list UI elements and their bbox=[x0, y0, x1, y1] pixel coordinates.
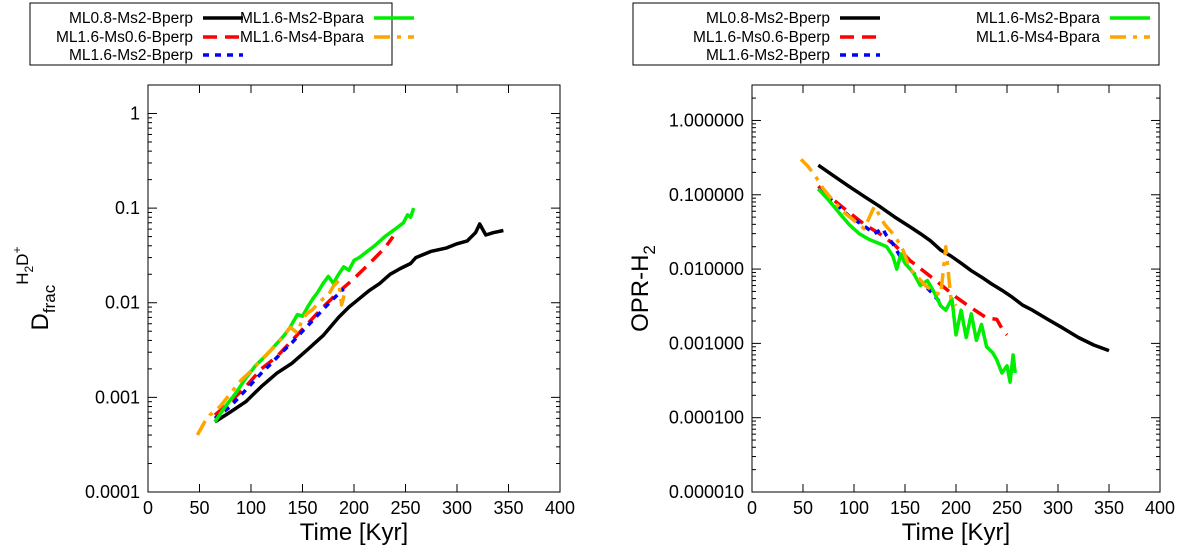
y-tick-label: 0.000100 bbox=[669, 408, 744, 428]
y-tick-label: 0.001 bbox=[95, 387, 140, 407]
legend-label: ML1.6-Ms2-Bperp bbox=[69, 47, 193, 64]
y-label-sup-sub: 2 bbox=[22, 266, 36, 273]
series-line-2 bbox=[213, 235, 395, 417]
legend: ML0.8-Ms2-BperpML1.6-Ms0.6-BperpML1.6-Ms… bbox=[632, 2, 1160, 66]
y-tick-label: 0.010000 bbox=[669, 259, 744, 279]
legend-label: ML0.8-Ms2-Bperp bbox=[706, 10, 830, 27]
x-tick-label: 250 bbox=[390, 498, 420, 518]
y-label-sup-sup: + bbox=[10, 247, 24, 254]
legend-label: ML1.6-Ms4-Bpara bbox=[976, 29, 1100, 46]
y-label-sub: 2 bbox=[640, 245, 659, 254]
series-line-1 bbox=[817, 163, 1110, 353]
plot-frame bbox=[147, 84, 561, 493]
legend-label: ML1.6-Ms2-Bpara bbox=[976, 10, 1100, 27]
y-label-main: OPR-H bbox=[627, 255, 654, 332]
y-tick-label: 1.000000 bbox=[669, 110, 744, 130]
y-tick-label: 1 bbox=[130, 103, 140, 123]
x-tick-label: 350 bbox=[1094, 498, 1124, 518]
chart-2: 0 50 100 150 200 250 300 350 400 0.000010 0.000100… bbox=[627, 2, 1175, 546]
y-tick-label: 0.100000 bbox=[669, 185, 744, 205]
series-line-4 bbox=[817, 187, 1017, 384]
y-label-main: D bbox=[27, 313, 54, 330]
y-label-sup: D bbox=[13, 254, 32, 266]
x-tick-label: 100 bbox=[236, 498, 266, 518]
x-tick-label: 300 bbox=[442, 498, 472, 518]
y-tick-label: 0.001000 bbox=[669, 333, 744, 353]
series-line-3 bbox=[213, 287, 345, 420]
y-tick-label: 0.000010 bbox=[669, 482, 744, 502]
x-tick-label: 50 bbox=[189, 498, 209, 518]
series-line-5 bbox=[195, 279, 348, 436]
y-tick-label: 0.1 bbox=[115, 198, 140, 218]
x-axis-label: Time [Kyr] bbox=[902, 519, 1010, 546]
series-line-2 bbox=[817, 184, 1009, 337]
legend-box bbox=[632, 2, 1160, 66]
legend-label: ML1.6-Ms0.6-Bperp bbox=[693, 29, 830, 46]
y-label-sup: H bbox=[13, 273, 32, 285]
y-axis-label: OPR-H2 bbox=[627, 245, 659, 332]
legend-box bbox=[29, 2, 393, 66]
x-tick-label: 150 bbox=[287, 498, 317, 518]
legend-label: ML1.6-Ms2-Bpara bbox=[240, 10, 364, 27]
y-tick-label: 0.01 bbox=[105, 293, 140, 313]
x-tick-label: 100 bbox=[839, 498, 869, 518]
x-tick-label: 300 bbox=[1043, 498, 1073, 518]
legend-label: ML1.6-Ms2-Bperp bbox=[706, 47, 830, 64]
x-tick-label: 350 bbox=[493, 498, 523, 518]
chart-1: 0 50 100 150 200 250 300 350 400 0.0001 0.001 0.01 0… bbox=[10, 2, 575, 546]
x-tick-label: 0 bbox=[143, 498, 153, 518]
x-tick-label: 400 bbox=[545, 498, 575, 518]
legend-label: ML0.8-Ms2-Bperp bbox=[69, 10, 193, 27]
series-line-1 bbox=[213, 222, 504, 424]
x-tick-label: 150 bbox=[890, 498, 920, 518]
y-tick-label: 0.0001 bbox=[85, 482, 140, 502]
legend: ML0.8-Ms2-BperpML1.6-Ms0.6-BperpML1.6-Ms… bbox=[29, 2, 414, 66]
x-tick-label: 50 bbox=[793, 498, 813, 518]
y-axis-label: DfracH2D+ bbox=[10, 247, 59, 331]
x-axis-label: Time [Kyr] bbox=[300, 519, 408, 546]
legend-label: ML1.6-Ms4-Bpara bbox=[240, 29, 364, 46]
plot-frame bbox=[751, 84, 1161, 493]
x-tick-label: 400 bbox=[1145, 498, 1175, 518]
x-tick-label: 200 bbox=[339, 498, 369, 518]
x-tick-label: 200 bbox=[941, 498, 971, 518]
y-label-sub: frac bbox=[40, 284, 59, 313]
legend-label: ML1.6-Ms0.6-Bperp bbox=[56, 29, 193, 46]
x-tick-label: 0 bbox=[747, 498, 757, 518]
x-tick-label: 250 bbox=[992, 498, 1022, 518]
series-line-5 bbox=[799, 158, 958, 307]
